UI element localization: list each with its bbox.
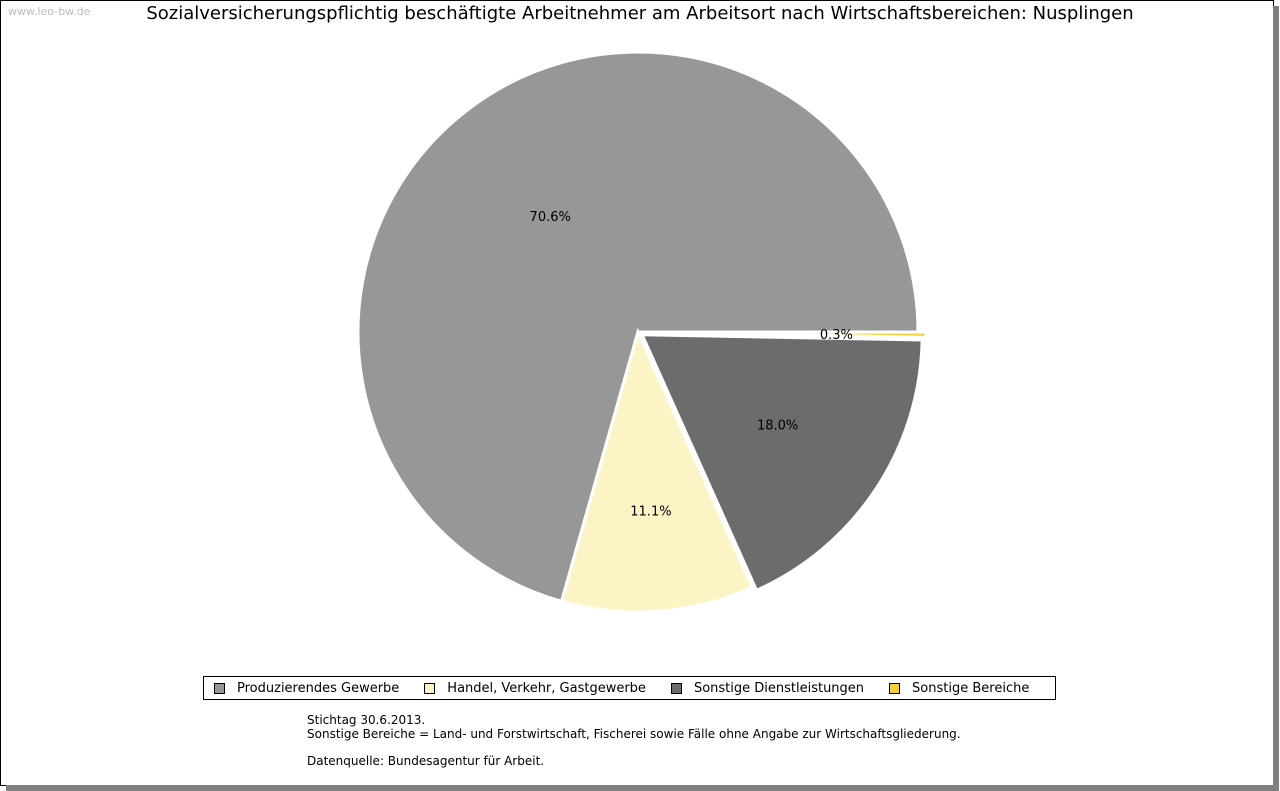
footnotes: Stichtag 30.6.2013. Sonstige Bereiche = …: [307, 713, 961, 768]
slice-produzierendes-gewerbe: [356, 50, 920, 604]
watermark: www.leo-bw.de: [8, 5, 91, 18]
legend-label: Produzierendes Gewerbe: [237, 680, 400, 696]
legend-swatch: [670, 682, 682, 694]
legend-swatch: [424, 682, 436, 694]
frame-shadow-bottom: [6, 785, 1279, 791]
legend-handel-verkehr-gastgewerbe: Handel, Verkehr, Gastgewerbe: [424, 681, 646, 696]
label-produzierendes-gewerbe: 70.6%: [530, 210, 571, 225]
slice-handel-verkehr-gastgewerbe: [559, 327, 755, 614]
slice-sonstige-bereiche: [645, 330, 928, 339]
legend-label: Sonstige Bereiche: [912, 680, 1030, 696]
legend-swatch: [214, 682, 225, 694]
legend: Produzierendes Gewerbe Handel, Verkehr, G…: [203, 676, 1056, 700]
label-sonstige-bereiche: 0.3%: [820, 328, 853, 343]
legend-label: Sonstige Dienstleistungen: [693, 680, 865, 696]
chart-title: Sozialversicherungspflichtig beschäftigt…: [146, 3, 1134, 24]
slice-sonstige-dienstleistungen: [639, 333, 924, 593]
legend-swatch: [889, 682, 901, 694]
note-definition: Sonstige Bereiche = Land- und Forstwirts…: [307, 727, 961, 741]
legend-produzierendes-gewerbe: Produzierendes Gewerbe: [214, 681, 399, 696]
legend-label: Handel, Verkehr, Gastgewerbe: [447, 680, 646, 696]
note-date: Stichtag 30.6.2013.: [307, 713, 426, 727]
note-source: Datenquelle: Bundesagentur für Arbeit.: [307, 754, 545, 768]
legend-sonstige-dienstleistungen: Sonstige Dienstleistungen: [670, 680, 865, 696]
pie-labels: 70.6% 11.1% 18.0% 0.3%: [530, 210, 853, 520]
pie-slices: [356, 50, 928, 614]
frame-shadow-right: [1273, 6, 1279, 790]
label-sonstige-dienstleistungen: 18.0%: [757, 418, 798, 433]
legend-sonstige-bereiche: Sonstige Bereiche: [889, 681, 1029, 696]
label-handel-verkehr-gastgewerbe: 11.1%: [630, 505, 671, 520]
